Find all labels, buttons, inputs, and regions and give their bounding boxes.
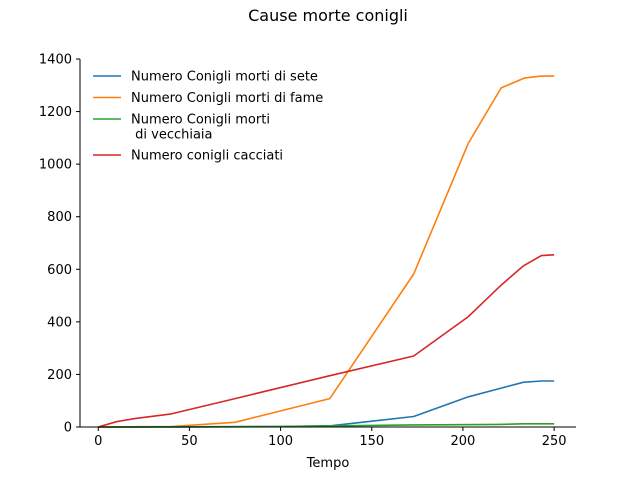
x-tick-label: 50: [181, 434, 198, 449]
y-tick-label: 0: [64, 421, 72, 436]
y-tick-label: 1200: [39, 105, 72, 120]
x-tick-label: 0: [94, 434, 102, 449]
x-ticks: 0 50 100 150 200 250: [94, 427, 566, 449]
chart-title: Cause morte conigli: [248, 6, 408, 25]
y-tick-label: 400: [47, 315, 72, 330]
x-tick-label: 150: [359, 434, 384, 449]
x-tick-label: 250: [542, 434, 567, 449]
y-tick-label: 600: [47, 263, 72, 278]
y-tick-label: 1000: [39, 158, 72, 173]
x-tick-label: 200: [451, 434, 476, 449]
series-line-4: [98, 255, 554, 427]
legend-label-2: Numero Conigli morti di fame: [131, 91, 323, 106]
y-tick-label: 800: [47, 210, 72, 225]
y-ticks: 0 200 400 600 800 1000 1200 1400: [39, 53, 80, 436]
series-line-1: [98, 381, 554, 427]
x-tick-label: 100: [268, 434, 293, 449]
legend-label-1: Numero Conigli morti di sete: [131, 70, 318, 85]
legend-label-3: Numero Conigli morti di vecchiaia: [131, 113, 270, 143]
y-tick-label: 200: [47, 368, 72, 383]
x-axis-label: Tempo: [306, 456, 350, 471]
legend: Numero Conigli morti di sete Numero Conig…: [93, 70, 323, 164]
y-tick-label: 1400: [39, 53, 72, 68]
legend-label-4: Numero conigli cacciati: [131, 149, 283, 164]
